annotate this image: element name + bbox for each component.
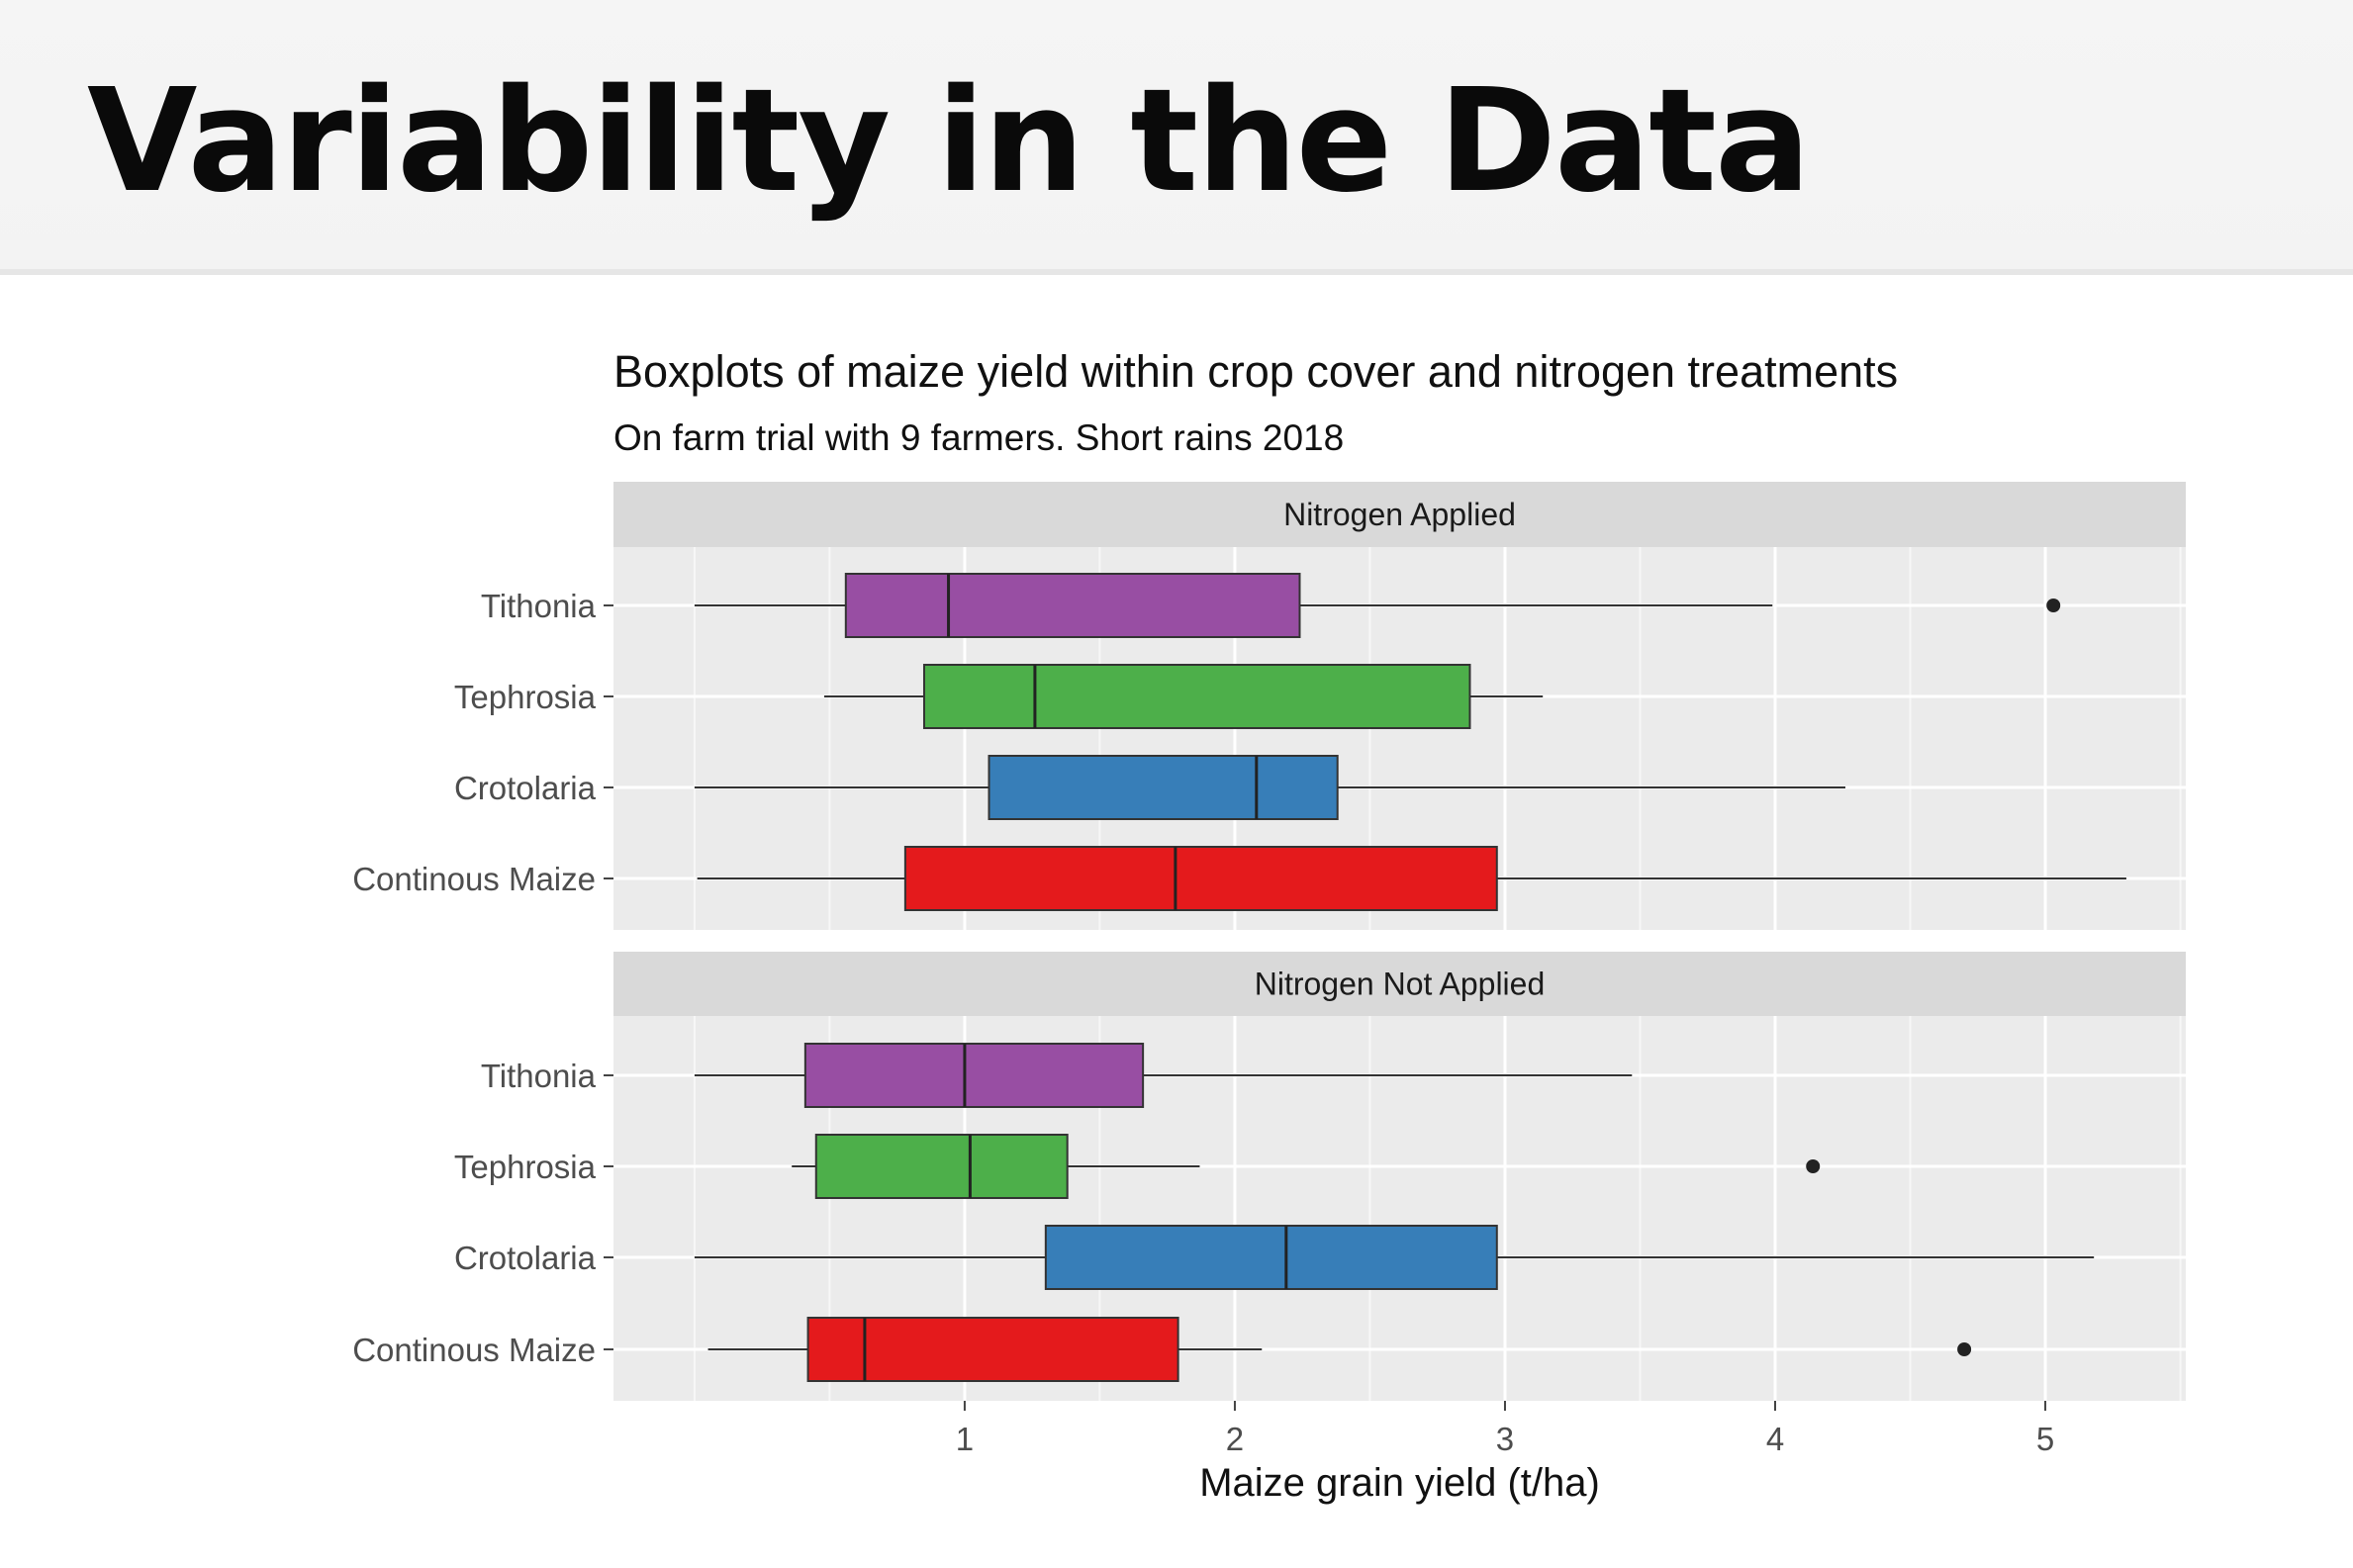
x-tick-label: 2 xyxy=(1226,1421,1244,1457)
outlier-point xyxy=(1806,1159,1821,1173)
outlier-point xyxy=(1957,1342,1972,1356)
x-tick-label: 4 xyxy=(1766,1421,1784,1457)
y-tick-label: Crotolaria xyxy=(454,1240,597,1276)
chart-title: Boxplots of maize yield within crop cove… xyxy=(613,346,1899,397)
box-iqr xyxy=(1044,1225,1498,1290)
facet-strip xyxy=(613,482,2186,547)
outlier-point xyxy=(2046,599,2061,612)
box-continous-maize xyxy=(697,846,2126,911)
chart-subtitle: On farm trial with 9 farmers. Short rain… xyxy=(613,417,1345,458)
box-iqr xyxy=(803,1043,1145,1108)
x-axis-title: Maize grain yield (t/ha) xyxy=(1199,1461,1600,1505)
y-tick-label: Continous Maize xyxy=(352,861,596,897)
facet-strip-label: Nitrogen Applied xyxy=(1283,497,1516,532)
box-iqr xyxy=(988,755,1339,820)
y-tick-label: Tephrosia xyxy=(454,679,597,715)
box-crotolaria xyxy=(694,755,1845,820)
box-iqr xyxy=(806,1317,1179,1382)
box-continous-maize xyxy=(707,1317,1972,1382)
box-iqr xyxy=(903,846,1498,911)
y-tick-label: Tithonia xyxy=(481,1058,597,1094)
x-tick-label: 3 xyxy=(1496,1421,1514,1457)
y-tick-label: Continous Maize xyxy=(352,1332,596,1368)
x-tick-label: 5 xyxy=(2036,1421,2054,1457)
facet-panel-2: Nitrogen Not Applied Tithonia Tephrosia Cro… xyxy=(352,952,2186,1401)
facet-strip-label: Nitrogen Not Applied xyxy=(1255,967,1546,1002)
box-iqr xyxy=(844,573,1301,638)
box-iqr xyxy=(814,1134,1069,1199)
box-tephrosia xyxy=(792,1134,1821,1199)
slide-title: Variability in the Data xyxy=(87,57,1811,224)
x-tick-label: 1 xyxy=(956,1421,974,1457)
box-crotolaria xyxy=(694,1225,2095,1290)
box-tithonia xyxy=(694,573,2061,638)
y-tick-label: Tephrosia xyxy=(454,1149,597,1185)
box-tephrosia xyxy=(823,664,1544,729)
x-axis: 1 2 3 4 5 Maize grain yield (t/ha) xyxy=(956,1401,2054,1505)
facet-panel-1: Nitrogen Applied Tithonia Tephrosia Crotola… xyxy=(352,482,2186,930)
y-tick-label: Crotolaria xyxy=(454,770,597,806)
y-tick-label: Tithonia xyxy=(481,588,597,624)
box-tithonia xyxy=(694,1043,1633,1108)
slide-header: Variability in the Data xyxy=(0,0,2353,275)
facet-strip xyxy=(613,952,2186,1016)
box-iqr xyxy=(922,664,1471,729)
